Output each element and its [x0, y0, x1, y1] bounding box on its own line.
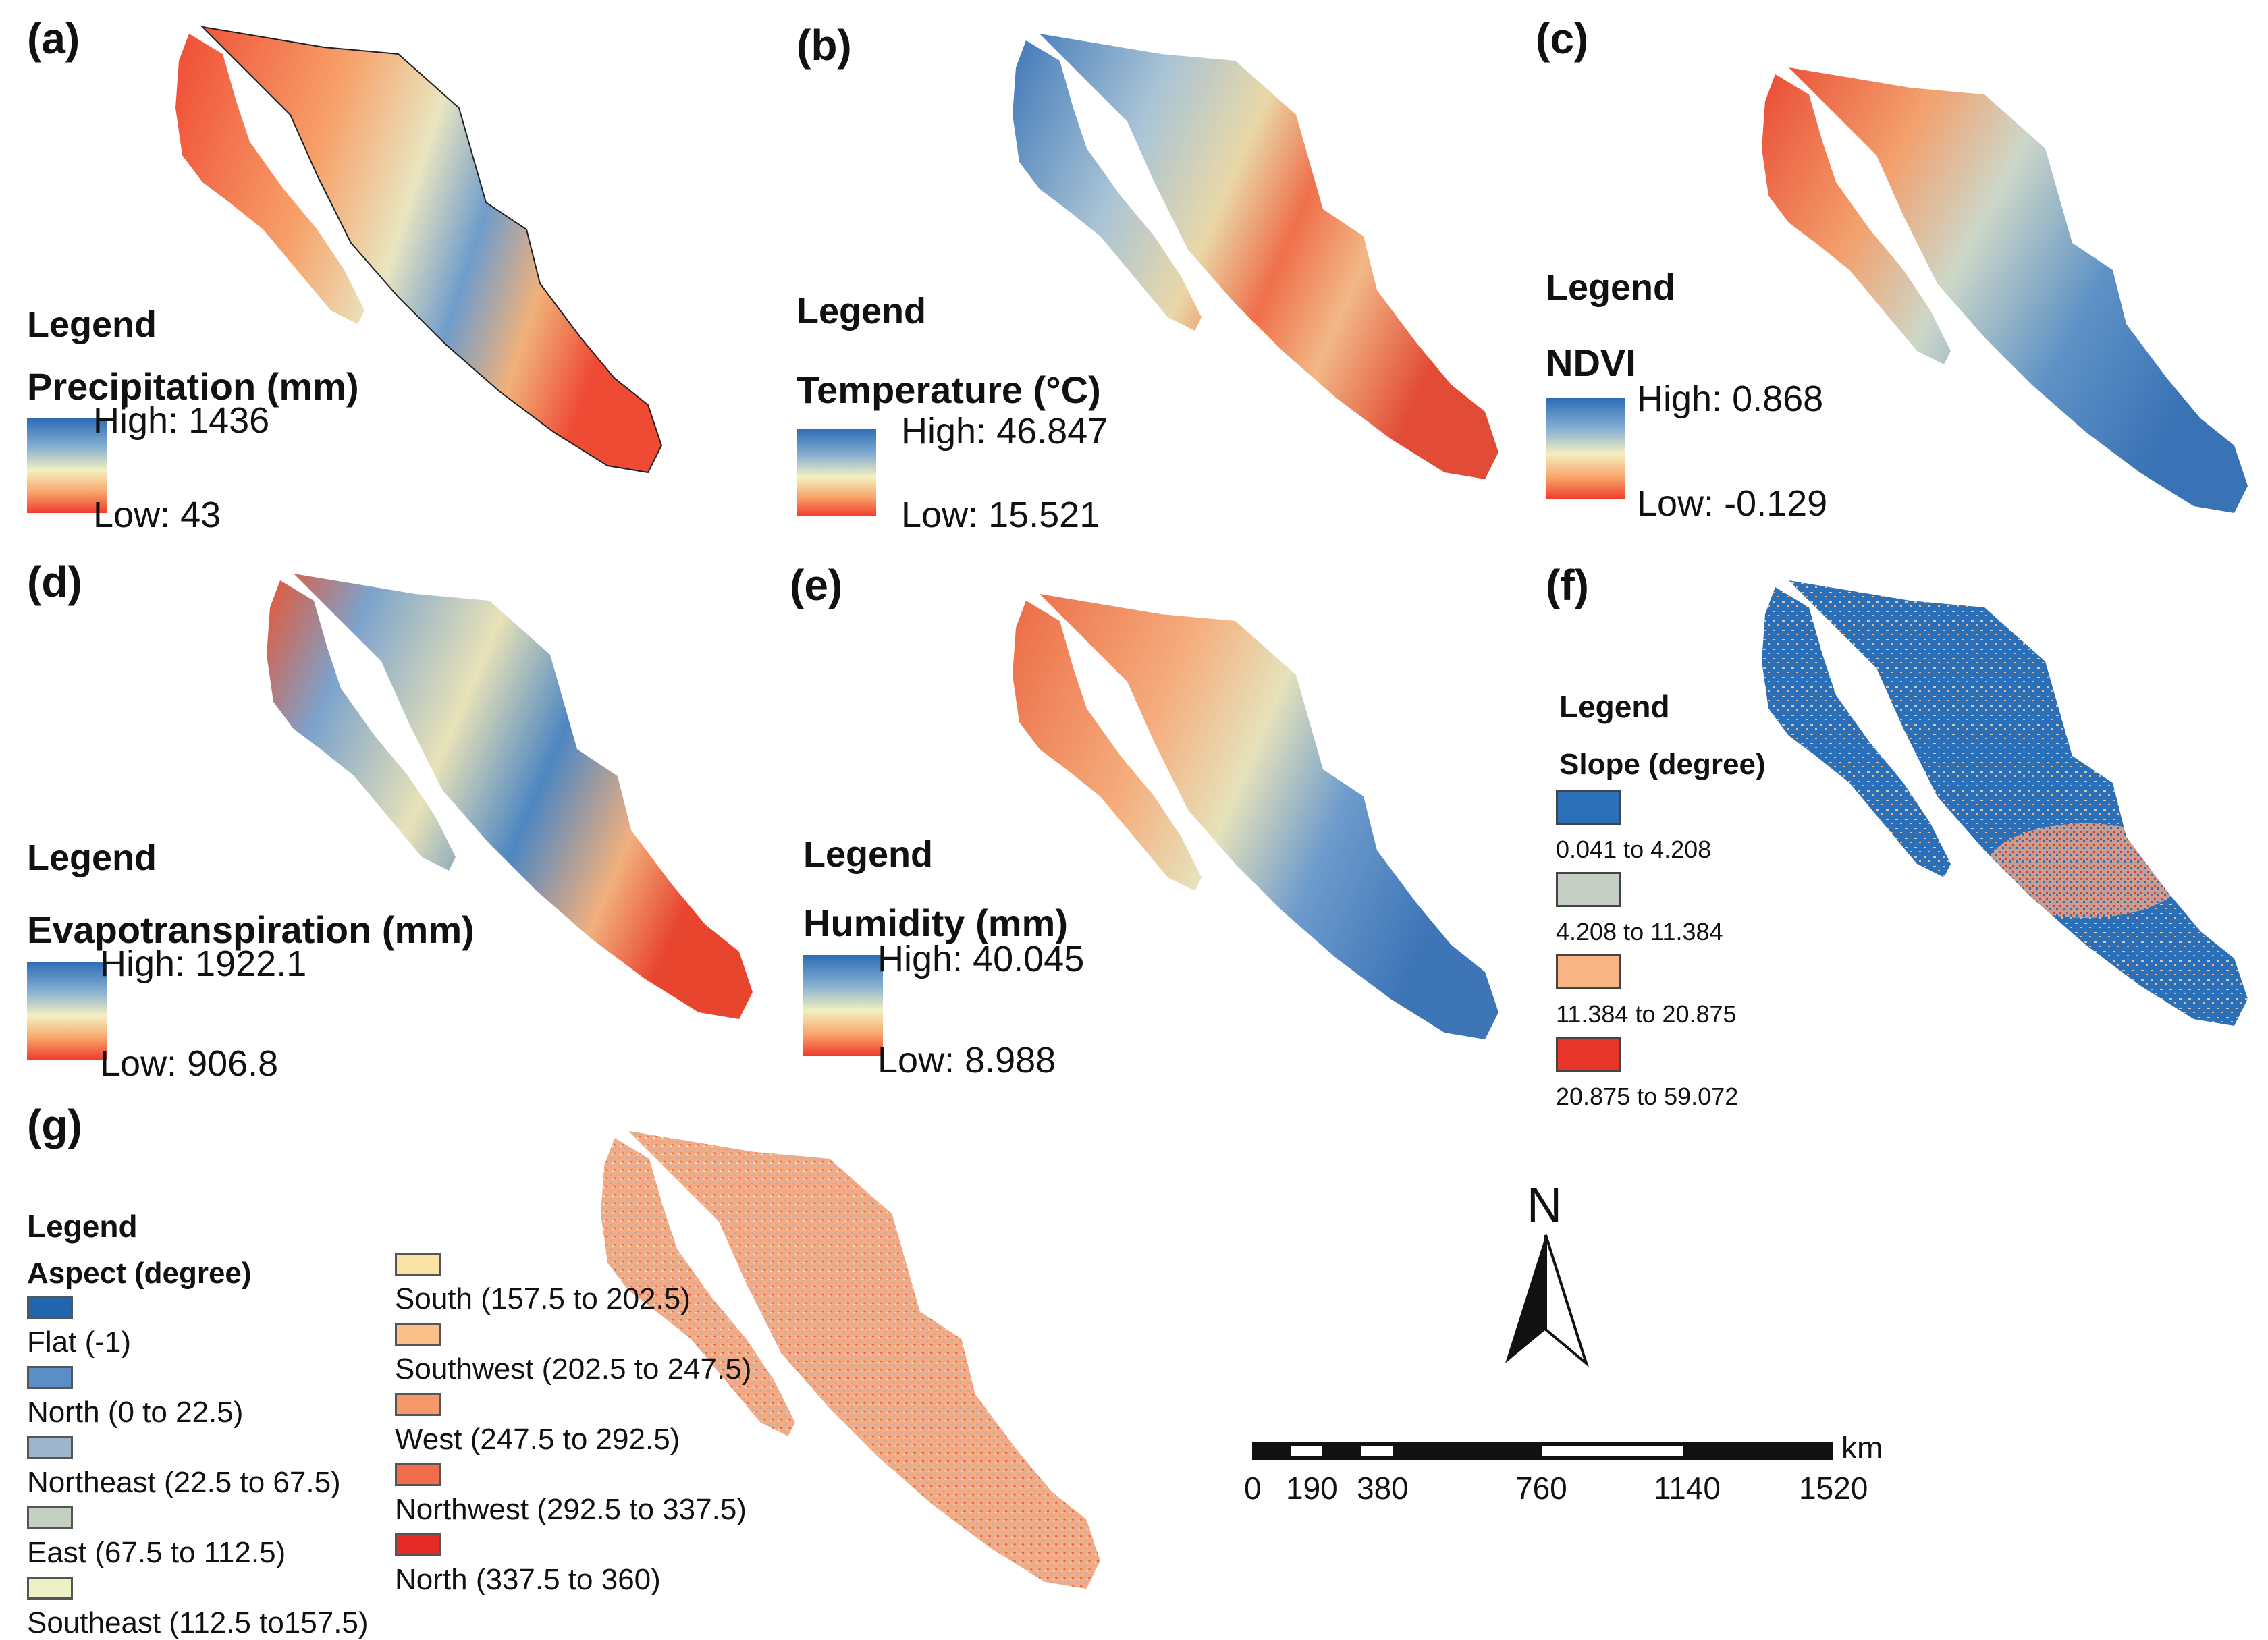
map-humidity [1013, 594, 1498, 1039]
variable-title-c: NDVI [1546, 341, 1636, 384]
map-evapotranspiration [267, 574, 753, 1019]
scale-unit: km [1841, 1430, 1883, 1465]
aspect-swatch-10 [395, 1533, 441, 1556]
scale-tick-5: 1140 [1654, 1471, 1721, 1506]
panel-label-b: (b) [796, 21, 852, 70]
variable-title-b: Temperature (°C) [796, 368, 1101, 411]
legend-title-f: Legend [1559, 689, 1670, 724]
map-precipitation [176, 26, 663, 474]
scale-tick-3: 380 [1357, 1471, 1409, 1506]
high-value-c: High: 0.868 [1637, 379, 1824, 419]
slope-class-label-1: 0.041 to 4.208 [1556, 836, 1712, 863]
color-ramp-b [796, 429, 876, 516]
low-value-d: Low: 906.8 [100, 1043, 279, 1084]
aspect-class-label-8: West (247.5 to 292.5) [395, 1423, 680, 1456]
aspect-swatch-4 [27, 1506, 73, 1529]
aspect-swatch-9 [395, 1463, 441, 1486]
scale-bar [1252, 1442, 1833, 1460]
aspect-class-label-7: Southwest (202.5 to 247.5) [395, 1352, 752, 1386]
variable-title-g: Aspect (degree) [27, 1257, 252, 1290]
legend-title-a: Legend [27, 304, 157, 345]
panel-label-e: (e) [790, 561, 843, 609]
slope-swatch-2 [1556, 872, 1621, 907]
legend-title-c: Legend [1546, 267, 1676, 308]
slope-class-label-2: 4.208 to 11.384 [1556, 918, 1723, 946]
aspect-swatch-8 [395, 1393, 441, 1416]
map-temperature [1013, 34, 1498, 479]
color-ramp-e [803, 955, 883, 1056]
aspect-swatch-7 [395, 1323, 441, 1346]
slope-swatch-3 [1556, 954, 1621, 989]
scale-tick-2: 190 [1286, 1471, 1338, 1506]
color-ramp-d [27, 962, 107, 1060]
scale-tick-4: 760 [1515, 1471, 1567, 1506]
aspect-swatch-3 [27, 1436, 73, 1459]
scale-tick-6: 1520 [1799, 1471, 1868, 1506]
variable-title-e: Humidity (mm) [803, 902, 1068, 944]
panel-label-a: (a) [27, 14, 80, 63]
slope-class-label-3: 11.384 to 20.875 [1556, 1000, 1737, 1028]
legend-title-g: Legend [27, 1209, 138, 1244]
variable-title-d: Evapotranspiration (mm) [27, 908, 475, 951]
aspect-class-label-10: North (337.5 to 360) [395, 1563, 661, 1596]
color-ramp-c [1546, 398, 1625, 499]
north-arrow-icon [1505, 1234, 1589, 1367]
variable-title-f: Slope (degree) [1559, 748, 1766, 781]
map-aspect [601, 1130, 1100, 1589]
aspect-class-label-4: East (67.5 to 112.5) [27, 1536, 286, 1569]
panel-label-f: (f) [1546, 561, 1589, 609]
aspect-class-label-5: Southeast (112.5 to157.5) [27, 1606, 369, 1639]
north-letter: N [1527, 1178, 1562, 1232]
legend-title-d: Legend [27, 838, 157, 878]
low-value-e: Low: 8.988 [878, 1040, 1056, 1081]
aspect-class-label-3: Northeast (22.5 to 67.5) [27, 1466, 341, 1499]
aspect-swatch-1 [27, 1296, 73, 1319]
variable-title-a: Precipitation (mm) [27, 365, 359, 408]
legend-title-b: Legend [796, 291, 927, 331]
slope-swatch-4 [1556, 1037, 1621, 1072]
slope-class-label-4: 20.875 to 59.072 [1556, 1083, 1739, 1110]
low-value-b: Low: 15.521 [901, 495, 1100, 535]
map-slope [1762, 580, 2248, 1026]
aspect-swatch-6 [395, 1253, 441, 1276]
aspect-class-label-2: North (0 to 22.5) [27, 1396, 244, 1429]
high-value-a: High: 1436 [93, 400, 270, 441]
low-value-c: Low: -0.129 [1637, 483, 1828, 524]
low-value-a: Low: 43 [93, 495, 221, 535]
aspect-class-label-9: Northwest (292.5 to 337.5) [395, 1493, 747, 1526]
aspect-swatch-5 [27, 1577, 73, 1600]
panel-label-c: (c) [1536, 14, 1589, 63]
scale-tick-1: 0 [1244, 1471, 1262, 1506]
high-value-b: High: 46.847 [901, 411, 1108, 452]
panel-label-d: (d) [27, 557, 82, 606]
color-ramp-a [27, 418, 107, 513]
panel-label-g: (g) [27, 1101, 82, 1149]
high-value-e: High: 40.045 [878, 939, 1085, 979]
aspect-swatch-2 [27, 1366, 73, 1389]
high-value-d: High: 1922.1 [100, 944, 307, 984]
aspect-class-label-1: Flat (-1) [27, 1325, 131, 1359]
map-ndvi [1762, 67, 2248, 513]
legend-title-e: Legend [803, 834, 934, 875]
aspect-class-label-6: South (157.5 to 202.5) [395, 1282, 691, 1315]
slope-swatch-1 [1556, 790, 1621, 825]
